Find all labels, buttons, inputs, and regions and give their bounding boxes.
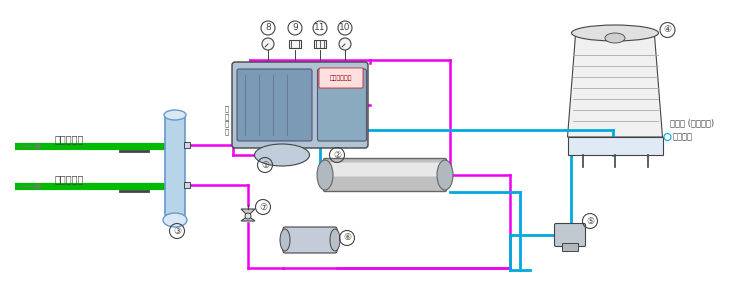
Text: 载冷剂流入: 载冷剂流入 xyxy=(55,174,84,184)
Text: 9: 9 xyxy=(292,23,298,32)
Text: ⑥: ⑥ xyxy=(343,233,351,242)
FancyBboxPatch shape xyxy=(319,68,363,88)
Bar xyxy=(562,243,578,251)
Ellipse shape xyxy=(605,33,625,43)
Bar xyxy=(184,182,190,188)
Bar xyxy=(314,40,326,48)
Ellipse shape xyxy=(164,110,186,120)
Ellipse shape xyxy=(317,160,333,190)
FancyBboxPatch shape xyxy=(237,69,312,141)
FancyBboxPatch shape xyxy=(317,69,366,141)
Circle shape xyxy=(339,38,351,50)
Text: ⑦: ⑦ xyxy=(259,202,267,211)
FancyBboxPatch shape xyxy=(165,114,185,216)
Bar xyxy=(568,137,662,155)
Text: 8: 8 xyxy=(265,23,271,32)
Text: 补水口 (浮球控制): 补水口 (浮球控制) xyxy=(670,119,715,128)
Text: 低
压
吸
气: 低 压 吸 气 xyxy=(225,105,229,135)
Bar xyxy=(289,40,301,48)
Polygon shape xyxy=(568,35,662,137)
FancyBboxPatch shape xyxy=(554,224,585,246)
Circle shape xyxy=(245,213,251,219)
FancyBboxPatch shape xyxy=(232,62,368,148)
Text: 10: 10 xyxy=(339,23,351,32)
Ellipse shape xyxy=(571,25,659,41)
Text: 排污阀１: 排污阀１ xyxy=(673,133,693,142)
Text: ③: ③ xyxy=(173,226,181,235)
Text: ①: ① xyxy=(261,160,269,169)
Text: ②: ② xyxy=(333,151,341,160)
FancyBboxPatch shape xyxy=(323,159,446,191)
FancyBboxPatch shape xyxy=(283,227,337,253)
FancyBboxPatch shape xyxy=(329,162,442,177)
Circle shape xyxy=(262,38,274,50)
Text: ④: ④ xyxy=(664,26,672,35)
Ellipse shape xyxy=(437,160,453,190)
Ellipse shape xyxy=(163,213,187,227)
Polygon shape xyxy=(241,209,255,216)
Text: 载冷剂出口: 载冷剂出口 xyxy=(55,134,84,144)
Text: 11: 11 xyxy=(314,23,326,32)
Polygon shape xyxy=(241,216,255,221)
Ellipse shape xyxy=(330,229,340,251)
Ellipse shape xyxy=(255,144,309,166)
Ellipse shape xyxy=(280,229,290,251)
Text: ⑤: ⑤ xyxy=(586,217,594,226)
Text: 高压排气液分: 高压排气液分 xyxy=(330,75,352,81)
Bar xyxy=(184,142,190,148)
